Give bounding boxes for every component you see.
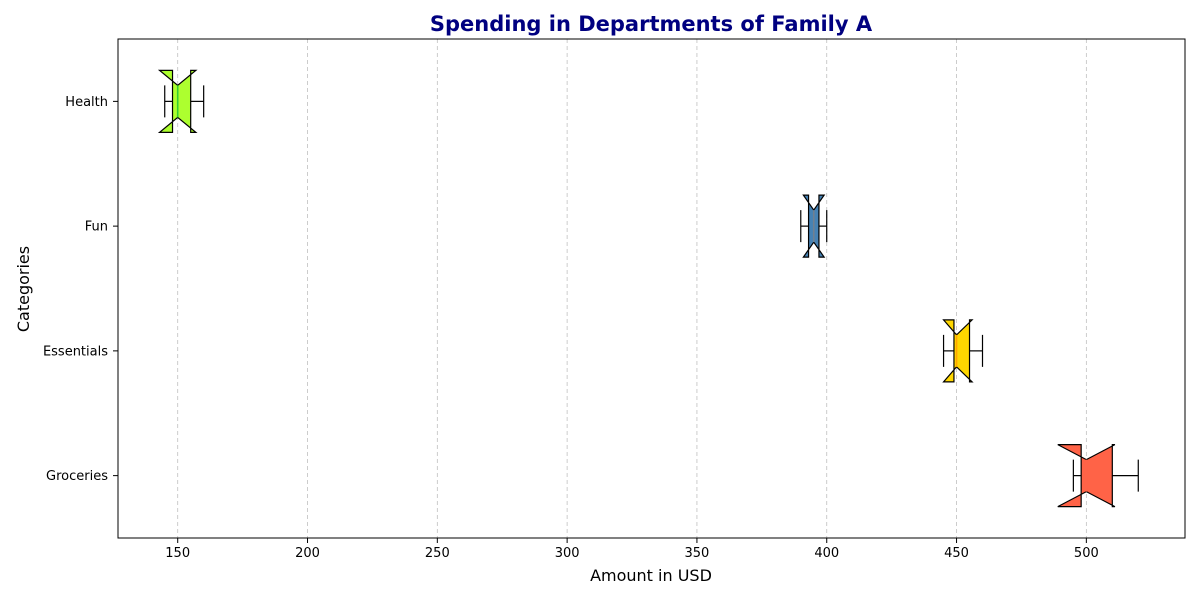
x-tick-label: 500 (1074, 546, 1099, 561)
chart-title: Spending in Departments of Family A (430, 12, 873, 36)
box-essentials (942, 319, 984, 383)
grid-lines (177, 39, 1087, 538)
x-tick-label: 200 (295, 546, 320, 561)
x-tick-label: 400 (814, 546, 839, 561)
box-plots (157, 69, 1139, 508)
x-tick-label: 300 (555, 546, 580, 561)
y-tick-label: Essentials (43, 344, 108, 359)
y-tick-label: Fun (85, 220, 108, 235)
x-tick-label: 150 (165, 546, 190, 561)
y-tick-label: Health (65, 95, 108, 110)
x-tick-label: 250 (425, 546, 450, 561)
y-tick-label: Groceries (46, 469, 108, 484)
box-fun (800, 194, 828, 258)
box-groceries (1057, 444, 1139, 508)
x-axis-ticks: 150 200 250 300 350 400 450 500 (165, 538, 1099, 561)
x-tick-label: 350 (685, 546, 710, 561)
box-body (942, 319, 974, 383)
y-axis-label: Categories (14, 246, 33, 332)
x-axis-label: Amount in USD (590, 566, 712, 585)
plot-frame (117, 38, 1186, 539)
box-health (157, 69, 205, 133)
x-tick-label: 450 (944, 546, 969, 561)
y-axis-ticks: Groceries Essentials Fun Health (43, 95, 118, 484)
